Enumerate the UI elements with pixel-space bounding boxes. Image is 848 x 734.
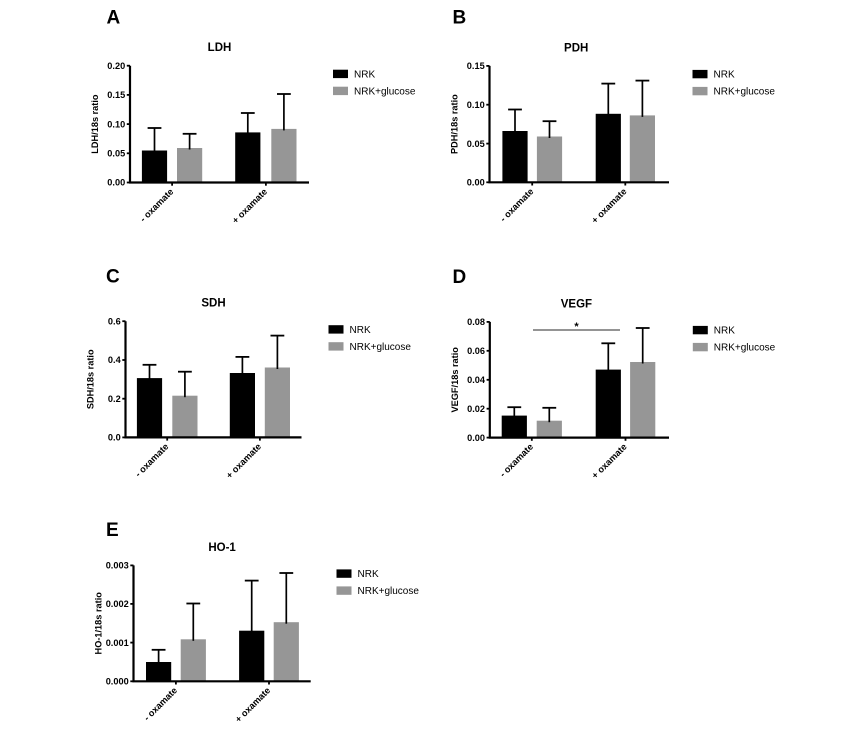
svg-text:VEGF: VEGF [561, 298, 592, 310]
svg-text:0.2: 0.2 [108, 394, 121, 404]
svg-text:0.10: 0.10 [467, 100, 485, 110]
svg-text:E: E [106, 520, 119, 541]
svg-text:0.06: 0.06 [467, 346, 485, 356]
svg-text:NRK: NRK [358, 569, 379, 580]
svg-text:SDH/18s ratio: SDH/18s ratio [86, 349, 96, 409]
svg-text:0.4: 0.4 [108, 355, 122, 365]
svg-text:0.003: 0.003 [106, 561, 129, 571]
svg-text:0.001: 0.001 [106, 638, 129, 648]
svg-text:0.002: 0.002 [106, 599, 129, 609]
svg-text:0.04: 0.04 [467, 375, 486, 385]
svg-text:D: D [453, 267, 467, 288]
svg-text:NRK: NRK [350, 325, 371, 336]
svg-text:0.05: 0.05 [467, 139, 485, 149]
svg-text:LDH/18s ratio: LDH/18s ratio [90, 94, 100, 154]
svg-text:HO-1/18s ratio: HO-1/18s ratio [94, 592, 104, 655]
svg-text:NRK: NRK [354, 69, 375, 80]
svg-text:0.00: 0.00 [107, 178, 125, 188]
svg-text:NRK+glucose: NRK+glucose [350, 342, 412, 353]
svg-text:0.00: 0.00 [467, 178, 485, 188]
svg-text:0.15: 0.15 [467, 61, 485, 71]
svg-text:PDH/18s ratio: PDH/18s ratio [450, 94, 460, 154]
svg-text:0.05: 0.05 [107, 149, 125, 159]
svg-text:NRK+glucose: NRK+glucose [714, 343, 776, 354]
svg-text:0.10: 0.10 [107, 119, 125, 129]
svg-text:0.0: 0.0 [108, 433, 121, 443]
svg-text:NRK+glucose: NRK+glucose [714, 87, 776, 98]
svg-text:B: B [453, 7, 467, 28]
svg-text:SDH: SDH [201, 298, 225, 310]
svg-text:PDH: PDH [564, 42, 588, 54]
svg-text:NRK+glucose: NRK+glucose [354, 86, 416, 97]
svg-text:*: * [574, 321, 579, 333]
svg-text:0.20: 0.20 [107, 61, 125, 71]
svg-text:VEGF/18s ratio: VEGF/18s ratio [450, 347, 460, 413]
svg-text:0.02: 0.02 [467, 404, 485, 414]
svg-text:0.15: 0.15 [107, 90, 125, 100]
svg-text:0.00: 0.00 [467, 433, 485, 443]
svg-text:LDH: LDH [208, 42, 232, 54]
svg-text:C: C [106, 267, 120, 288]
svg-text:NRK+glucose: NRK+glucose [358, 586, 420, 597]
svg-text:NRK: NRK [714, 326, 735, 337]
svg-text:NRK: NRK [714, 70, 735, 81]
svg-text:HO-1: HO-1 [208, 542, 236, 554]
svg-text:0.6: 0.6 [108, 316, 121, 326]
svg-text:0.08: 0.08 [467, 317, 485, 327]
svg-text:A: A [107, 7, 121, 28]
svg-text:0.000: 0.000 [106, 677, 129, 687]
